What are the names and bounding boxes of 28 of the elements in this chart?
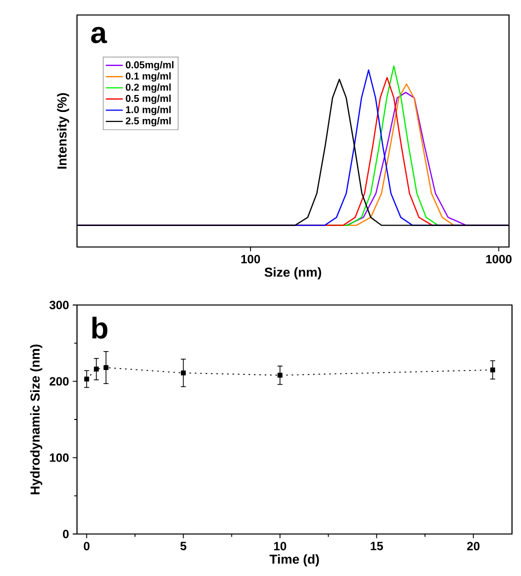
y-tick-label: 0 — [62, 530, 69, 538]
x-tick-label: 10 — [274, 542, 286, 550]
x-tick-label: 1000 — [486, 254, 512, 264]
x-tick-label: 15 — [370, 542, 383, 550]
x-tick-label: 20 — [467, 542, 480, 550]
x-axis-title: Time (d) — [270, 554, 319, 566]
legend-label: 0.05mg/ml — [126, 61, 174, 70]
y-tick-label: 200 — [50, 377, 69, 386]
point — [94, 366, 99, 372]
point — [278, 372, 282, 378]
text: a — [91, 26, 108, 44]
y-tick-label: 100 — [50, 453, 69, 462]
point — [104, 365, 108, 370]
legend-label: 2.5 mg/ml — [126, 117, 171, 126]
legend-label: 1.0 mg/ml — [126, 106, 171, 116]
annotation: b — [92, 316, 108, 339]
y-axis-title: Intensity (%) — [57, 93, 70, 169]
x-tick-label: 5 — [180, 542, 186, 550]
y-tick-label: 300 — [49, 300, 69, 310]
x-tick-label: 0 — [84, 542, 90, 550]
point — [180, 370, 186, 376]
y-axis-title: Hydrodynamic Size (nm) — [30, 344, 42, 494]
point — [84, 376, 90, 382]
point — [490, 367, 496, 372]
x-axis-title: Size (nm) — [264, 267, 322, 280]
legend-label: 0.2 mg/ml — [126, 83, 171, 93]
legend-label: 0.1 mg/ml — [126, 72, 171, 82]
legend-label: 0.5 mg/ml — [126, 94, 171, 104]
